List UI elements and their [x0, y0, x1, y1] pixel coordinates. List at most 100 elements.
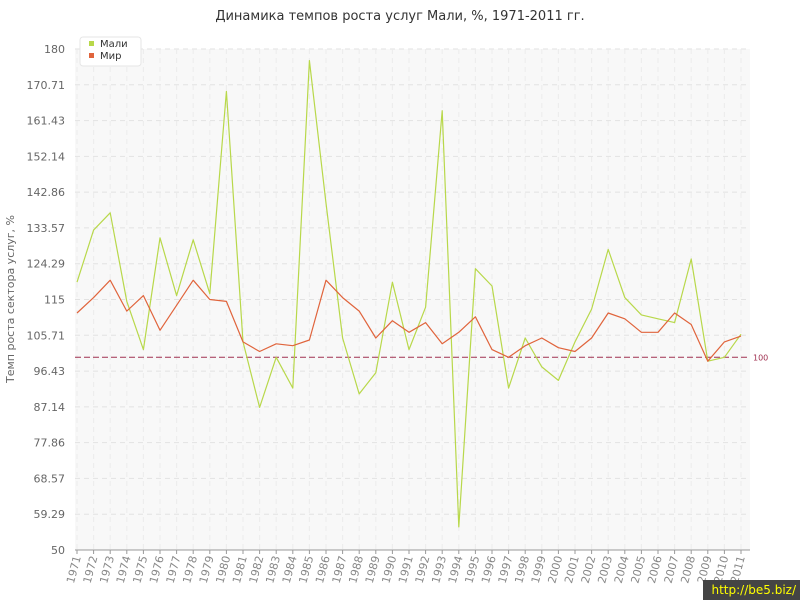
y-tick-label: 77.86 — [34, 437, 66, 450]
data-point[interactable] — [291, 386, 295, 390]
data-point[interactable] — [307, 59, 311, 63]
data-point[interactable] — [656, 317, 660, 321]
data-point[interactable] — [540, 365, 544, 369]
data-point[interactable] — [639, 313, 643, 317]
data-point[interactable] — [374, 371, 378, 375]
legend-label[interactable]: Мали — [100, 39, 128, 50]
y-tick-label: 161.43 — [27, 115, 66, 128]
data-point[interactable] — [341, 336, 345, 340]
data-point[interactable] — [125, 309, 129, 313]
data-point[interactable] — [490, 284, 494, 288]
data-point[interactable] — [324, 201, 328, 205]
data-point[interactable] — [540, 336, 544, 340]
data-point[interactable] — [125, 299, 129, 303]
data-point[interactable] — [390, 280, 394, 284]
data-point[interactable] — [606, 247, 610, 251]
data-point[interactable] — [175, 303, 179, 307]
data-point[interactable] — [175, 294, 179, 298]
data-point[interactable] — [689, 323, 693, 327]
data-point[interactable] — [141, 294, 145, 298]
y-tick-label: 124.29 — [27, 258, 66, 271]
data-point[interactable] — [722, 340, 726, 344]
data-point[interactable] — [424, 321, 428, 325]
data-point[interactable] — [440, 342, 444, 346]
data-point[interactable] — [473, 315, 477, 319]
data-point[interactable] — [689, 257, 693, 261]
data-point[interactable] — [258, 405, 262, 409]
data-point[interactable] — [357, 392, 361, 396]
data-point[interactable] — [623, 296, 627, 300]
data-point[interactable] — [274, 355, 278, 359]
data-point[interactable] — [324, 278, 328, 282]
data-point[interactable] — [673, 311, 677, 315]
y-tick-label: 142.86 — [27, 186, 66, 199]
data-point[interactable] — [158, 328, 162, 332]
series-line-2 — [76, 279, 742, 362]
data-point[interactable] — [556, 378, 560, 382]
data-point[interactable] — [407, 330, 411, 334]
data-point[interactable] — [623, 317, 627, 321]
y-tick-label: 50 — [51, 544, 65, 557]
y-tick-label: 152.14 — [27, 150, 66, 163]
y-tick-label: 68.57 — [34, 472, 66, 485]
y-tick-label: 87.14 — [34, 401, 66, 414]
data-point[interactable] — [573, 350, 577, 354]
data-point[interactable] — [75, 311, 79, 315]
data-point[interactable] — [341, 296, 345, 300]
data-point[interactable] — [108, 278, 112, 282]
data-point[interactable] — [224, 89, 228, 93]
data-point[interactable] — [556, 346, 560, 350]
data-point[interactable] — [258, 350, 262, 354]
data-point[interactable] — [374, 336, 378, 340]
data-point[interactable] — [606, 311, 610, 315]
data-point[interactable] — [407, 348, 411, 352]
chart-title: Динамика темпов роста услуг Мали, %, 197… — [215, 9, 585, 24]
y-tick-label: 170.71 — [27, 79, 66, 92]
data-point[interactable] — [639, 330, 643, 334]
data-point[interactable] — [490, 348, 494, 352]
data-point[interactable] — [507, 355, 511, 359]
data-point[interactable] — [673, 321, 677, 325]
data-point[interactable] — [241, 340, 245, 344]
data-point[interactable] — [457, 330, 461, 334]
legend-swatch — [89, 53, 94, 58]
data-point[interactable] — [75, 280, 79, 284]
data-point[interactable] — [158, 236, 162, 240]
data-point[interactable] — [208, 298, 212, 302]
data-point[interactable] — [507, 386, 511, 390]
y-tick-label: 133.57 — [27, 222, 66, 235]
data-point[interactable] — [274, 342, 278, 346]
data-point[interactable] — [457, 525, 461, 529]
data-point[interactable] — [573, 340, 577, 344]
data-point[interactable] — [440, 109, 444, 113]
data-point[interactable] — [357, 309, 361, 313]
legend-label[interactable]: Мир — [100, 51, 121, 62]
data-point[interactable] — [722, 355, 726, 359]
data-point[interactable] — [141, 348, 145, 352]
data-point[interactable] — [523, 336, 527, 340]
data-point[interactable] — [590, 307, 594, 311]
data-point[interactable] — [424, 305, 428, 309]
data-point[interactable] — [224, 299, 228, 303]
data-point[interactable] — [108, 211, 112, 215]
reference-line-label: 100 — [753, 353, 768, 362]
data-point[interactable] — [473, 267, 477, 271]
data-point[interactable] — [92, 228, 96, 232]
data-point[interactable] — [523, 344, 527, 348]
data-point[interactable] — [191, 278, 195, 282]
data-point[interactable] — [706, 359, 710, 363]
data-point[interactable] — [390, 319, 394, 323]
data-point[interactable] — [208, 292, 212, 296]
data-point[interactable] — [590, 336, 594, 340]
data-point[interactable] — [191, 238, 195, 242]
data-point[interactable] — [739, 334, 743, 338]
data-point[interactable] — [291, 344, 295, 348]
y-axis-tick-labels: 50 59.29 68.57 77.86 87.14 96.43 105.71 115 124.… — [27, 43, 66, 557]
data-point[interactable] — [307, 338, 311, 342]
series-lines — [75, 59, 743, 529]
data-point[interactable] — [656, 330, 660, 334]
y-tick-label: 105.71 — [27, 329, 66, 342]
watermark[interactable]: http://be5.biz/ — [703, 580, 800, 600]
data-point[interactable] — [92, 296, 96, 300]
